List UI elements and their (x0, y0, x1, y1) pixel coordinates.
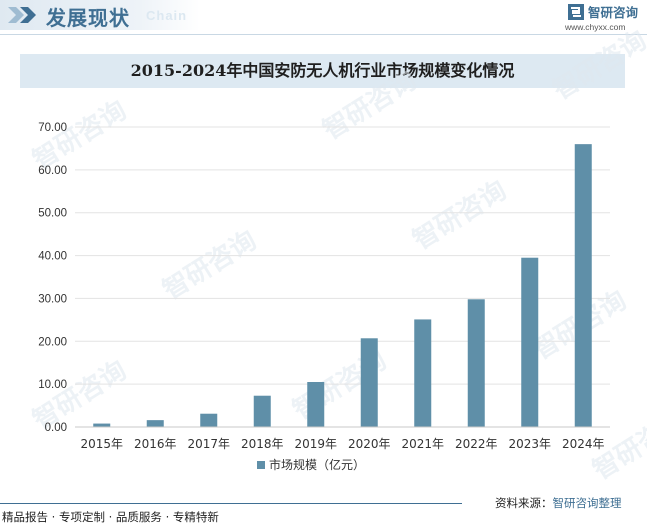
legend-swatch (257, 461, 265, 469)
y-tick-label: 0.00 (45, 422, 67, 434)
y-tick-label: 10.00 (38, 379, 67, 391)
page-header: 发展现状 Chain 智研咨询 www.chyxx.com (0, 0, 647, 38)
watermark-text: 智研咨询 (317, 65, 422, 146)
chart-title: 2015-2024年中国安防无人机行业市场规模变化情况 (130, 61, 515, 80)
y-tick-label: 70.00 (38, 122, 67, 134)
chart-title-band: 2015-2024年中国安防无人机行业市场规模变化情况 (20, 54, 625, 88)
y-axis-ticks: 0.00 10.00 20.00 30.00 40.00 50.00 60.00 70.00 (38, 122, 67, 434)
bar-series (93, 144, 592, 427)
watermark-text: 智研咨询 (407, 175, 512, 256)
watermark-text: 智研咨询 (27, 355, 132, 436)
bar (253, 395, 271, 427)
section-title: 发展现状 (46, 6, 130, 30)
footer-services: 精品报告 · 专项定制 · 品质服务 · 专精特新 (2, 510, 219, 524)
bar (360, 338, 378, 427)
bar (307, 382, 325, 427)
footer-source: 资料来源：智研咨询整理 (495, 495, 622, 511)
x-tick-label: 2022年 (455, 437, 498, 451)
bar (467, 299, 485, 427)
brand-url: www.chyxx.com (565, 22, 626, 32)
x-tick-label: 2016年 (134, 437, 177, 451)
watermark-text: 智研咨询 (157, 225, 262, 306)
x-tick-label: 2017年 (187, 437, 230, 451)
x-tick-label: 2018年 (241, 437, 284, 451)
bar (574, 144, 592, 427)
x-axis-ticks: 2015年 2016年 2017年 2018年 2019年 2020年 2021年 2022年… (80, 437, 604, 451)
watermark-text: 智研咨询 (547, 25, 647, 106)
x-tick-label: 2021年 (401, 437, 444, 451)
brand-logo-icon (568, 4, 584, 20)
y-tick-label: 40.00 (38, 251, 67, 263)
bar (146, 420, 164, 427)
footer-divider (0, 503, 462, 504)
brand-name: 智研咨询 (588, 5, 639, 20)
bar (414, 319, 432, 427)
legend-label: 市场规模（亿元） (269, 457, 365, 472)
chart-legend: 市场规模（亿元） (257, 457, 365, 472)
y-tick-label: 50.00 (38, 208, 67, 220)
y-tick-label: 30.00 (38, 293, 67, 305)
x-tick-label: 2024年 (562, 437, 605, 451)
x-tick-label: 2019年 (294, 437, 337, 451)
header-divider (0, 34, 647, 35)
y-tick-label: 20.00 (38, 336, 67, 348)
x-tick-label: 2023年 (508, 437, 551, 451)
section-chevron-icon (8, 7, 36, 23)
x-tick-label: 2020年 (348, 437, 391, 451)
source-org: 智研咨询整理 (552, 496, 622, 510)
chart-gridlines (75, 126, 610, 385)
bar (200, 413, 218, 427)
section-subtitle: Chain (146, 8, 188, 23)
watermark-text: 智研咨询 (27, 95, 132, 176)
source-label: 资料来源： (495, 496, 553, 510)
bar (521, 257, 539, 427)
bar (93, 423, 111, 427)
y-tick-label: 60.00 (38, 165, 67, 177)
x-tick-label: 2015年 (80, 437, 123, 451)
